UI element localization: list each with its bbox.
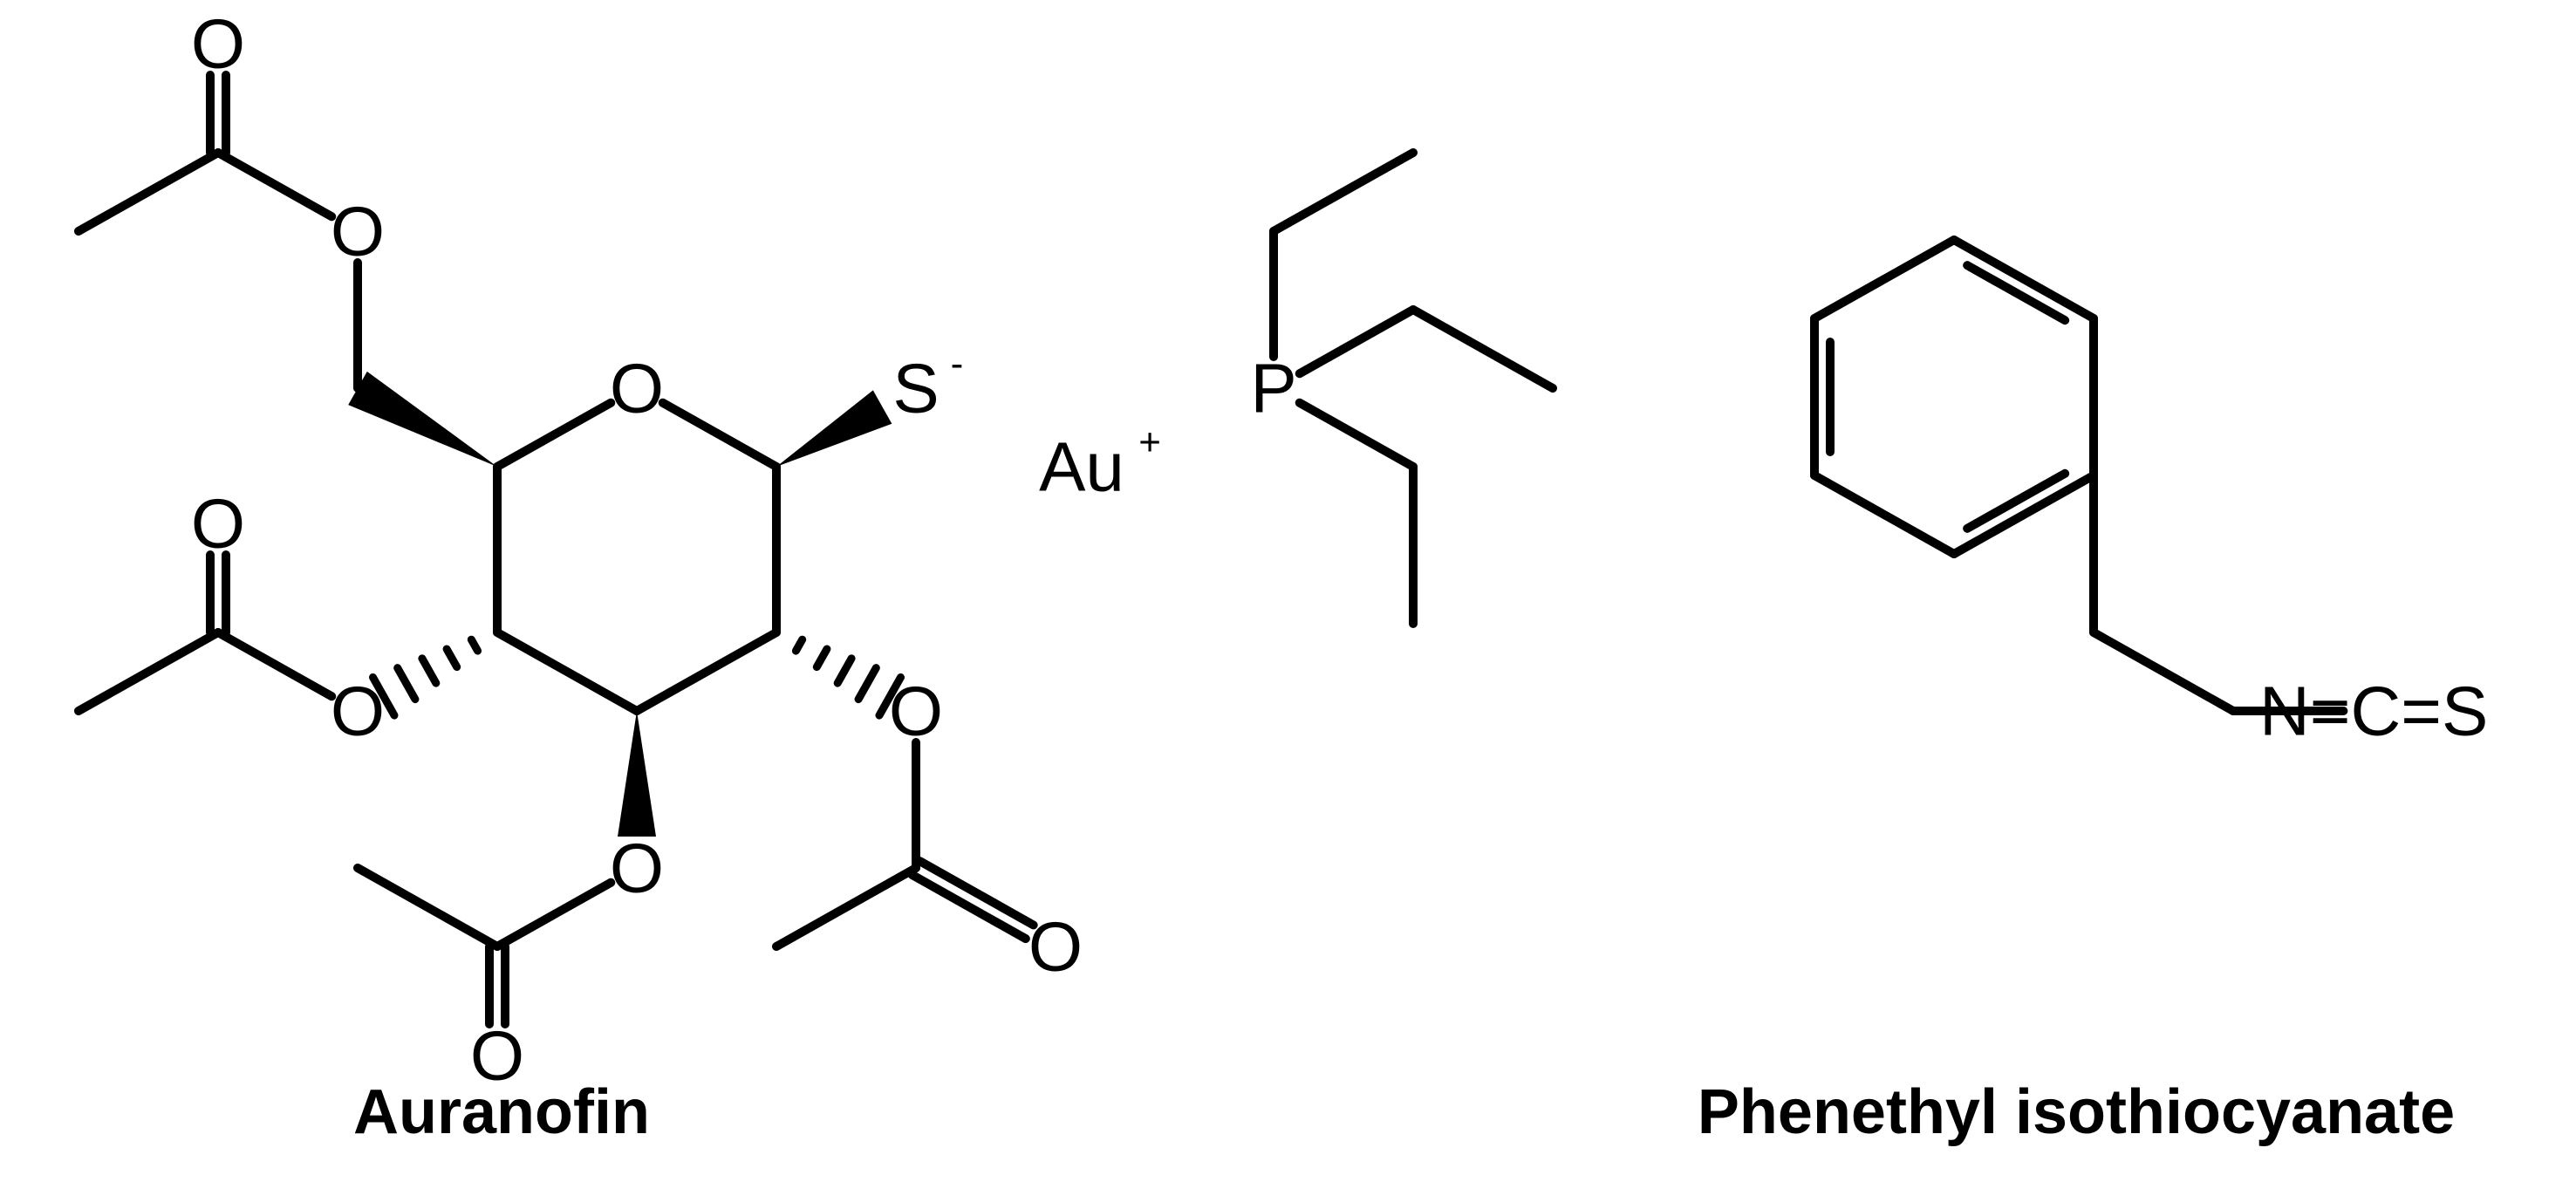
svg-text:O: O [191, 5, 245, 83]
svg-text:O: O [610, 830, 664, 907]
svg-text:Au: Au [1039, 428, 1124, 506]
svg-text:O: O [889, 673, 943, 750]
svg-text:N=C=S: N=C=S [2259, 673, 2488, 750]
svg-text:+: + [1138, 421, 1161, 464]
svg-text:S: S [892, 350, 939, 427]
svg-text:O: O [191, 485, 245, 563]
caption-auranofin: Auranofin [153, 1076, 851, 1148]
svg-text:O: O [331, 673, 385, 750]
svg-text:P: P [1250, 350, 1296, 427]
svg-text:-: - [951, 343, 964, 386]
svg-text:O: O [1028, 908, 1083, 986]
caption-phenethyl-isothiocyanate: Phenethyl isothiocyanate [1553, 1076, 2576, 1148]
chemical-structures-svg: OS-Au+POOOOOOOON=C=S [0, 0, 2576, 1182]
figure-container: OS-Au+POOOOOOOON=C=S Auranofin Phenethyl… [0, 0, 2576, 1182]
svg-text:O: O [331, 193, 385, 270]
svg-text:O: O [610, 350, 664, 427]
